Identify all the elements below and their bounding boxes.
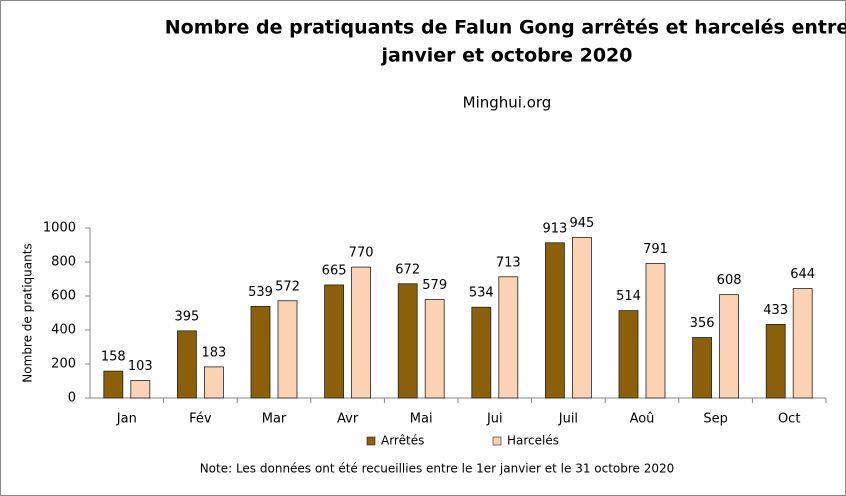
bar (324, 284, 345, 399)
value-label: 791 (643, 242, 668, 257)
chart-title: janvier et octobre 2020 (380, 45, 632, 67)
value-label: 913 (542, 221, 567, 236)
value-label: 644 (790, 267, 815, 282)
value-label: 945 (569, 216, 594, 231)
value-label: 433 (763, 303, 788, 318)
x-tick-label: Jui (486, 412, 503, 427)
value-label: 579 (422, 278, 447, 293)
y-tick-label: 1000 (43, 221, 76, 236)
value-label: 713 (496, 255, 521, 270)
legend-swatch (492, 436, 502, 446)
x-tick-label: Aoû (630, 412, 655, 427)
bar (792, 288, 813, 399)
value-label: 665 (322, 263, 347, 278)
y-tick-label: 600 (51, 289, 76, 304)
value-label: 608 (717, 273, 742, 288)
x-tick-label: Mar (262, 412, 287, 427)
value-label: 539 (248, 285, 273, 300)
value-label: 158 (101, 350, 126, 365)
value-label: 672 (395, 262, 420, 277)
bar (719, 294, 739, 399)
x-tick-label: Oct (778, 412, 800, 427)
legend-swatch (366, 436, 376, 446)
bar (692, 337, 712, 399)
x-tick-label: Fév (189, 412, 212, 427)
bar (572, 236, 592, 399)
y-tick-label: 400 (51, 323, 76, 338)
value-label: 514 (616, 289, 641, 304)
value-label: 572 (275, 279, 300, 294)
bar (351, 266, 372, 399)
x-tick-label: Jan (116, 412, 137, 427)
bar (250, 305, 271, 399)
y-axis-label: Nombre de pratiquants (21, 243, 35, 382)
value-label: 183 (201, 345, 226, 360)
bar (176, 330, 197, 399)
bar (203, 366, 224, 399)
bar (498, 276, 519, 399)
bar (277, 300, 298, 399)
bar (618, 310, 639, 399)
chart-title: Nombre de pratiquants de Falun Gong arrê… (165, 17, 846, 39)
x-tick-label: Mai (410, 412, 433, 427)
value-label: 770 (349, 246, 374, 261)
value-label: 103 (128, 359, 153, 374)
note: Note: Les données ont été recueillies en… (200, 462, 675, 476)
value-label: 395 (174, 309, 199, 324)
bar (424, 299, 445, 399)
x-tick-label: Juil (558, 412, 578, 427)
value-label: 356 (690, 316, 715, 331)
y-tick-label: 800 (51, 255, 76, 270)
x-tick-label: Avr (337, 412, 359, 427)
legend-label: Arrêtés (381, 434, 424, 448)
bar (130, 380, 151, 399)
chart-subtitle: Minghui.org (463, 94, 552, 112)
y-tick-label: 200 (51, 357, 76, 372)
value-label: 534 (469, 286, 494, 301)
x-tick-label: Sep (703, 412, 728, 427)
bar (471, 306, 492, 399)
bar (545, 242, 565, 399)
bar (103, 370, 124, 399)
bar (765, 323, 786, 399)
legend-label: Harcelés (507, 434, 559, 448)
bar (397, 283, 418, 399)
y-tick-label: 0 (68, 391, 76, 406)
bar (645, 263, 666, 399)
